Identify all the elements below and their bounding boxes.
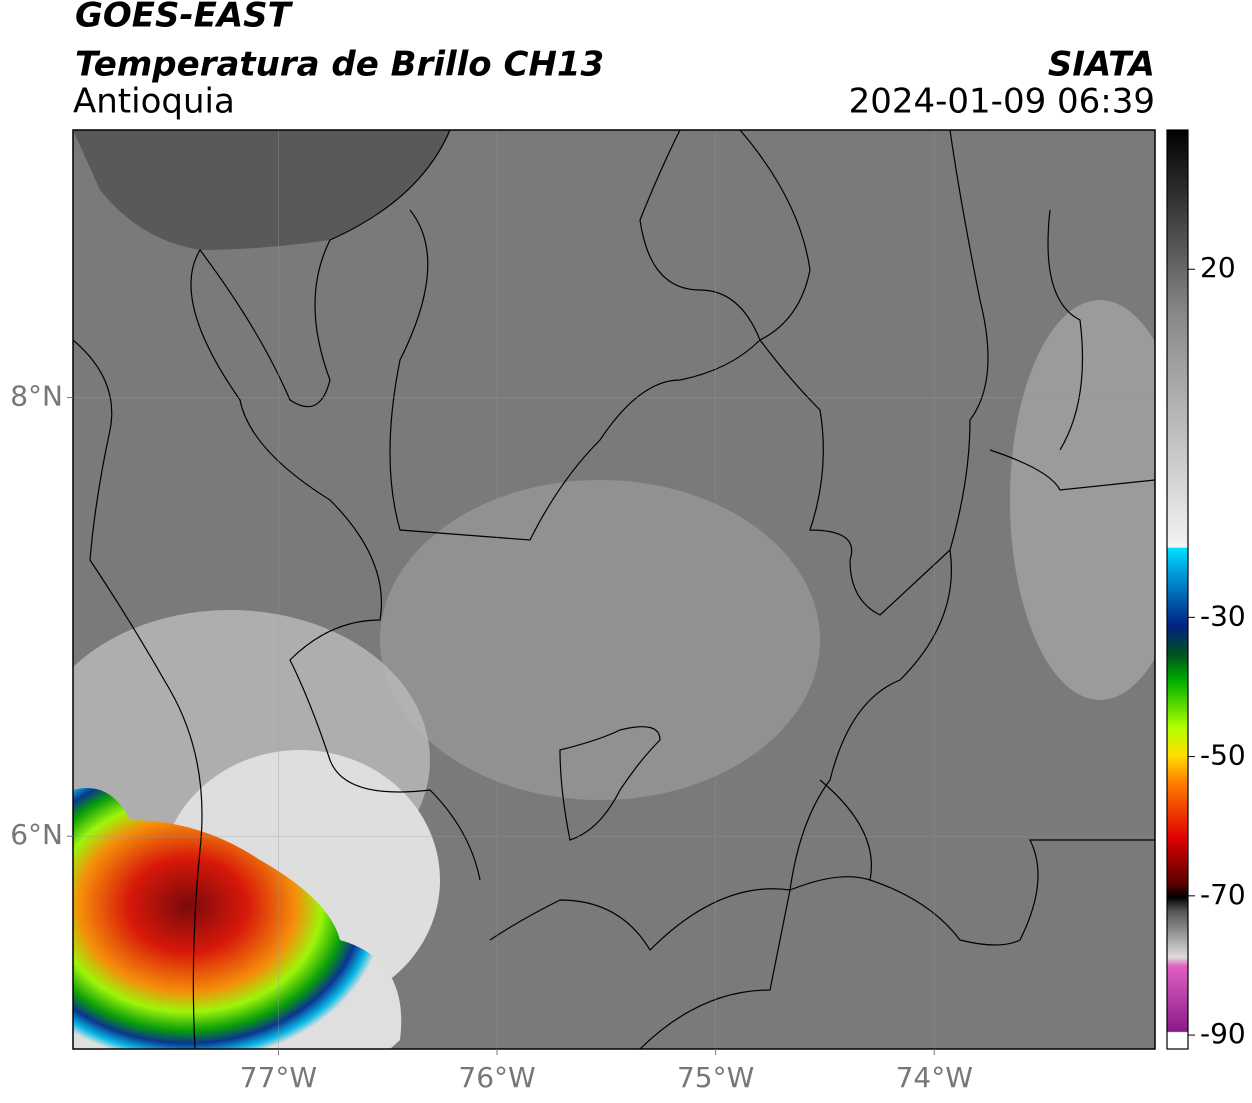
- x-tick-label: 74°W: [896, 1061, 973, 1094]
- map-frame: [72, 129, 1156, 1050]
- x-tick-label: 75°W: [677, 1061, 754, 1094]
- subtitle: Temperatura de Brillo CH13: [75, 45, 604, 85]
- border: [1047, 209, 1084, 451]
- colorbar-tick-label: -30: [1200, 599, 1246, 632]
- light-area: [1010, 300, 1155, 700]
- border: [819, 779, 1155, 946]
- border: [73, 339, 203, 1049]
- border: [989, 449, 1155, 491]
- title: GOES-EAST: [75, 0, 294, 36]
- sea: [73, 130, 450, 250]
- border: [639, 876, 871, 1049]
- colorbar-tick-label: -70: [1200, 878, 1246, 911]
- colorbar: [1166, 129, 1189, 1050]
- grid: [73, 130, 1155, 1049]
- colorbar-tick-label: -50: [1200, 739, 1246, 772]
- region: Antioquia: [73, 82, 235, 122]
- ticks: 77°W 76°W 75°W 74°W 8°N 6°N 20 -30 -50 -70 -90: [10, 251, 1246, 1094]
- y-tick-label: 8°N: [10, 380, 63, 413]
- datetime: 2024-01-09 06:39: [849, 82, 1155, 122]
- colorbar-tick-label: -90: [1200, 1017, 1246, 1050]
- light-area: [380, 480, 820, 800]
- border: [739, 130, 811, 341]
- y-tick-label: 6°N: [10, 818, 63, 851]
- colorbar-tick-label: 20: [1200, 251, 1236, 284]
- convective-cell: [73, 788, 402, 1049]
- x-tick-label: 76°W: [458, 1061, 535, 1094]
- border: [759, 130, 989, 616]
- border: [190, 130, 481, 881]
- x-tick-label: 77°W: [240, 1061, 317, 1094]
- source: SIATA: [1048, 45, 1155, 85]
- border: [389, 130, 761, 541]
- tint: [73, 130, 1155, 1049]
- border: [489, 549, 953, 951]
- border: [559, 726, 661, 841]
- map-image: [73, 130, 1155, 1049]
